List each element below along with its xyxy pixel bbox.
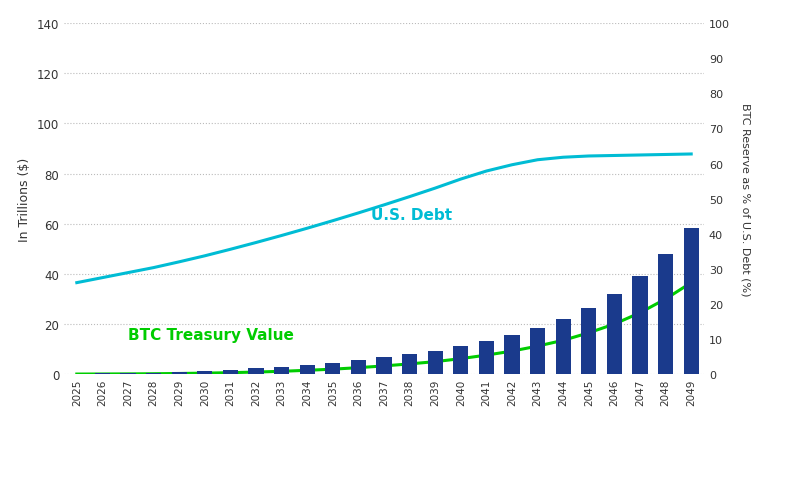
Bar	[350, 360, 366, 374]
Bar	[504, 336, 520, 374]
Bar	[453, 347, 469, 374]
Bar	[222, 370, 238, 374]
Y-axis label: In Trillions ($): In Trillions ($)	[18, 157, 31, 241]
Bar	[683, 229, 699, 374]
Bar	[120, 373, 136, 374]
Bar	[478, 342, 494, 374]
Bar	[299, 365, 315, 374]
Bar	[197, 372, 213, 374]
Bar	[530, 328, 546, 374]
Bar	[274, 367, 290, 374]
Bar	[402, 354, 418, 374]
Text: BTC Treasury Value: BTC Treasury Value	[128, 327, 294, 342]
Bar	[146, 373, 162, 374]
Bar	[325, 363, 341, 374]
Text: U.S. Debt: U.S. Debt	[371, 207, 452, 222]
Bar	[171, 372, 187, 374]
Bar	[94, 373, 110, 374]
Bar	[658, 254, 674, 374]
Bar	[248, 369, 264, 374]
Bar	[376, 357, 392, 374]
Bar	[555, 320, 571, 374]
Bar	[581, 308, 597, 374]
Bar	[632, 276, 648, 374]
Y-axis label: BTC Reserve as % of U.S. Debt (%): BTC Reserve as % of U.S. Debt (%)	[741, 103, 750, 296]
Bar	[427, 351, 443, 374]
Bar	[606, 294, 622, 374]
